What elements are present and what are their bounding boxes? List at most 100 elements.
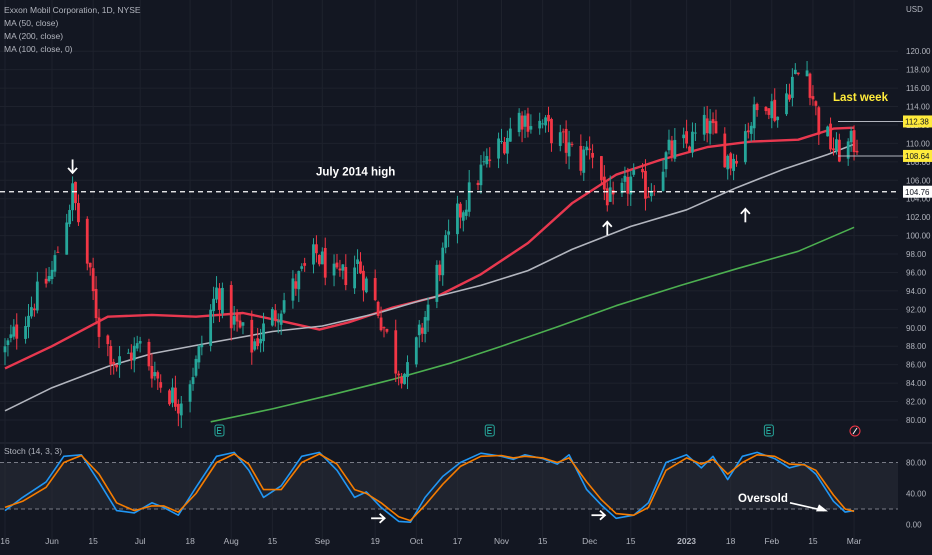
candle-body bbox=[332, 263, 336, 276]
candle-body bbox=[644, 170, 647, 199]
candle-body bbox=[776, 116, 780, 121]
candle-body bbox=[176, 403, 180, 414]
candle-body bbox=[171, 387, 174, 403]
candle-body bbox=[30, 307, 33, 317]
candle-body bbox=[641, 169, 644, 173]
candle-body bbox=[705, 118, 709, 134]
candle-body bbox=[691, 131, 694, 153]
x-tick-label: 15 bbox=[88, 536, 98, 546]
candle-body bbox=[588, 148, 592, 151]
stoch-y-tick: 40.00 bbox=[906, 490, 927, 499]
candle-body bbox=[400, 377, 404, 384]
candle-body bbox=[520, 115, 524, 130]
candle-body bbox=[837, 139, 841, 162]
candle-body bbox=[74, 181, 77, 204]
candle-body bbox=[414, 337, 418, 365]
candle-body bbox=[544, 117, 547, 126]
x-tick-label: 2023 bbox=[677, 536, 696, 546]
candle-body bbox=[579, 145, 583, 171]
candle-body bbox=[373, 278, 377, 301]
candle-body bbox=[9, 334, 13, 338]
candle-body bbox=[488, 159, 492, 161]
candle-body bbox=[441, 247, 445, 276]
earnings-marker-glyph bbox=[216, 427, 222, 434]
candle-body bbox=[811, 96, 815, 100]
candle-body bbox=[94, 288, 98, 319]
candle-body bbox=[541, 123, 545, 125]
price-label: 104.76 bbox=[905, 188, 930, 197]
candle-body bbox=[44, 278, 48, 284]
y-tick-label: 90.00 bbox=[906, 324, 927, 333]
arrow-head bbox=[740, 207, 751, 215]
candle-body bbox=[15, 324, 19, 339]
candle-body bbox=[417, 324, 421, 336]
candle-body bbox=[829, 123, 832, 150]
candle-body bbox=[282, 300, 286, 313]
candle-body bbox=[529, 126, 533, 130]
candle-body bbox=[320, 251, 324, 265]
candle-body bbox=[508, 128, 512, 142]
candle-body bbox=[150, 365, 154, 379]
y-tick-label: 86.00 bbox=[906, 361, 927, 370]
dividend-marker-icon bbox=[849, 425, 861, 437]
candle-body bbox=[71, 183, 74, 211]
candle-body bbox=[106, 335, 110, 345]
candle-body bbox=[270, 309, 274, 326]
x-tick-label: 16 bbox=[0, 536, 10, 546]
legend-ma200: MA (200, close) bbox=[4, 31, 64, 41]
candle-body bbox=[788, 94, 791, 100]
candle-body bbox=[385, 328, 389, 332]
candle-body bbox=[817, 107, 821, 135]
x-tick-label: 15 bbox=[808, 536, 818, 546]
y-tick-label: 82.00 bbox=[906, 398, 927, 407]
candle-body bbox=[138, 341, 142, 344]
candle-body bbox=[464, 209, 468, 216]
y-tick-label: 92.00 bbox=[906, 305, 927, 314]
candle-body bbox=[118, 356, 121, 365]
x-tick-label: 15 bbox=[268, 536, 278, 546]
candle-body bbox=[564, 128, 568, 153]
candle-body bbox=[153, 372, 157, 377]
candle-body bbox=[461, 212, 465, 221]
candle-body bbox=[500, 141, 503, 143]
candle-body bbox=[832, 148, 835, 151]
candle-body bbox=[238, 320, 242, 328]
x-tick-label: Jun bbox=[45, 536, 59, 546]
candle-body bbox=[394, 330, 398, 374]
oversold-pointer-head bbox=[816, 504, 828, 512]
candle-body bbox=[670, 140, 674, 156]
price-label: 108.64 bbox=[905, 152, 930, 161]
price-label: 112.38 bbox=[905, 118, 929, 127]
x-tick-label: Feb bbox=[764, 536, 779, 546]
y-tick-label: 104.00 bbox=[906, 195, 931, 204]
x-tick-label: Nov bbox=[494, 536, 510, 546]
candle-body bbox=[629, 176, 633, 195]
candle-body bbox=[91, 268, 95, 292]
candle-body bbox=[505, 138, 509, 154]
candle-body bbox=[714, 121, 718, 134]
y-tick-label: 118.00 bbox=[906, 66, 930, 75]
candle-body bbox=[538, 120, 542, 129]
up-arrow-icon bbox=[740, 207, 751, 223]
candle-body bbox=[752, 104, 756, 129]
candle-body bbox=[482, 161, 486, 163]
stoch-y-tick: 80.00 bbox=[906, 459, 927, 468]
candle-body bbox=[526, 113, 530, 132]
arrow-head bbox=[599, 510, 607, 521]
candle-body bbox=[221, 287, 224, 314]
legend-ma50: MA (50, close) bbox=[4, 18, 59, 28]
y-tick-label: 102.00 bbox=[906, 213, 931, 222]
y-tick-label: 84.00 bbox=[906, 379, 927, 388]
candle-body bbox=[702, 114, 706, 135]
x-tick-label: Aug bbox=[224, 536, 239, 546]
candle-body bbox=[315, 244, 318, 254]
candle-body bbox=[262, 323, 265, 342]
candle-body bbox=[426, 304, 430, 321]
arrow-head bbox=[379, 513, 386, 524]
candle-body bbox=[708, 120, 712, 134]
x-tick-label: Jul bbox=[135, 536, 146, 546]
candle-body bbox=[300, 266, 304, 269]
earnings-marker-icon bbox=[214, 424, 225, 437]
candle-body bbox=[682, 134, 686, 139]
candle-body bbox=[364, 278, 368, 293]
